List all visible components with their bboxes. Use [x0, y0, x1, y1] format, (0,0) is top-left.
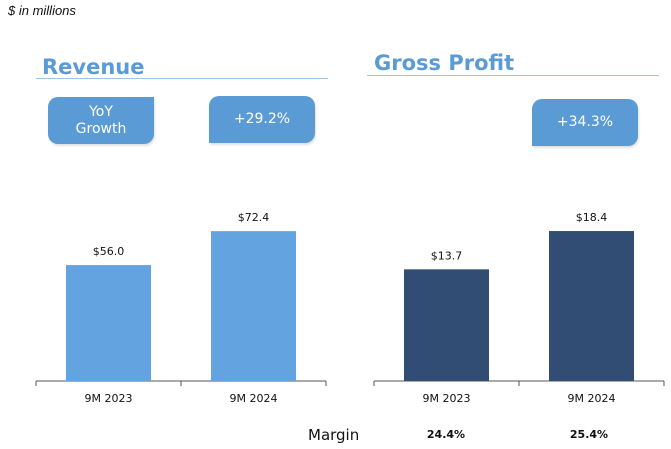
revenue-bar-1 — [66, 265, 151, 381]
margin-label: Margin — [308, 426, 360, 444]
revenue-title-rule — [36, 78, 328, 79]
units-note: $ in millions — [8, 3, 76, 18]
revenue-data-label-1: $56.0 — [93, 245, 125, 258]
gross-profit-category-label-2: 9M 2024 — [568, 392, 616, 405]
gross-profit-category-label-1: 9M 2023 — [423, 392, 471, 405]
gross-profit-data-label-2: $18.4 — [576, 211, 608, 224]
revenue-title: Revenue — [42, 55, 145, 79]
gross-profit-bar-2 — [549, 231, 634, 381]
revenue-data-label-2: $72.4 — [238, 211, 270, 224]
gross-profit-title-rule — [367, 75, 659, 76]
margin-value-2024: 25.4% — [569, 428, 609, 441]
revenue-category-label-1: 9M 2023 — [85, 392, 133, 405]
gross-profit-data-label-1: $13.7 — [431, 249, 463, 262]
revenue-category-label-2: 9M 2024 — [230, 392, 278, 405]
yoy-growth-label: YoY Growth — [48, 97, 154, 144]
margin-value-2023: 24.4% — [426, 428, 466, 441]
revenue-bar-2 — [211, 231, 296, 381]
revenue-growth-badge: +29.2% — [209, 96, 315, 143]
gross-profit-bar-chart: $13.7 9M 2023 $18.4 9M 2024 — [373, 211, 665, 405]
gross-profit-growth-badge: +34.3% — [532, 99, 638, 146]
revenue-bar-chart: $56.0 9M 2023 $72.4 9M 2024 — [35, 211, 327, 405]
gross-profit-title: Gross Profit — [374, 51, 515, 75]
gross-profit-bar-1 — [404, 269, 489, 381]
